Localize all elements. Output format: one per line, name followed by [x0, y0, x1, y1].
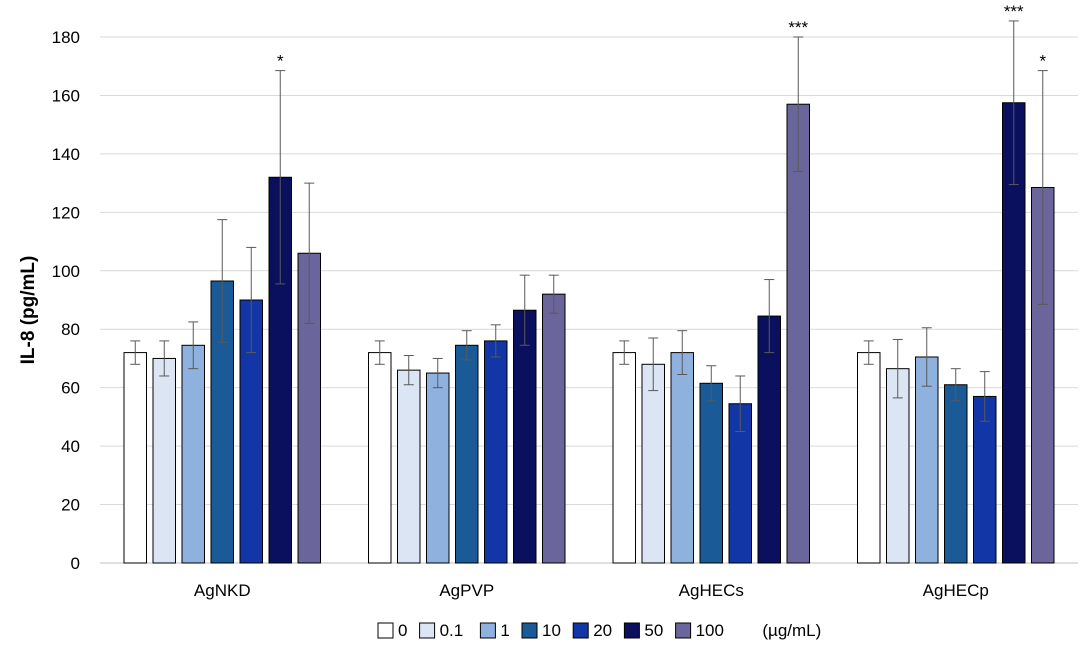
legend-label: 50 — [644, 621, 663, 640]
bar-agpvp-50 — [513, 309, 537, 564]
bar-agpvp-100 — [542, 293, 566, 564]
y-tick-label: 80 — [61, 320, 80, 339]
bar-aghecs-1 — [670, 352, 694, 564]
error-bars — [130, 20, 1048, 432]
legend-swatch-0.1 — [419, 622, 436, 639]
y-axis: 0 20 40 60 80 100 120 140 160 180 — [52, 28, 80, 573]
bars — [123, 102, 1055, 564]
legend-label: 10 — [542, 621, 561, 640]
bar-aghecp-1 — [915, 356, 939, 564]
bar-aghecs-50 — [757, 315, 781, 564]
x-axis-categories: AgNKD AgPVP AgHECs AgHECp — [194, 581, 989, 600]
y-tick-label: 20 — [61, 496, 80, 515]
legend-label: 0.1 — [440, 621, 464, 640]
bar-agpvp-0 — [368, 352, 392, 564]
legend-label: 0 — [398, 621, 407, 640]
legend-swatch-0 — [377, 622, 394, 639]
significance-marker: *** — [788, 18, 808, 37]
significance-marker: *** — [1004, 2, 1024, 21]
legend-swatch-10 — [521, 622, 538, 639]
legend-swatch-100 — [675, 622, 692, 639]
x-category-label: AgNKD — [194, 581, 251, 600]
x-category-label: AgHECs — [679, 581, 744, 600]
legend-label: 100 — [696, 621, 724, 640]
x-category-label: AgHECp — [923, 581, 989, 600]
legend-swatch-20 — [572, 622, 589, 639]
bar-agpvp-20 — [484, 340, 508, 564]
bar-agnkd-1 — [181, 344, 205, 564]
y-tick-label: 0 — [71, 554, 80, 573]
y-tick-label: 120 — [52, 203, 80, 222]
x-category-label: AgPVP — [439, 581, 494, 600]
bar-agpvp-10 — [455, 344, 479, 564]
y-tick-label: 180 — [52, 28, 80, 47]
bar-agpvp-1 — [426, 372, 450, 564]
bar-aghecs-0.1 — [641, 363, 665, 564]
bar-agnkd-0.1 — [152, 357, 176, 564]
y-tick-label: 160 — [52, 86, 80, 105]
y-tick-label: 60 — [61, 379, 80, 398]
y-tick-label: 40 — [61, 437, 80, 456]
y-tick-label: 140 — [52, 145, 80, 164]
legend-swatch-1 — [479, 622, 496, 639]
legend-unit: (µg/mL) — [762, 621, 821, 640]
significance-marker: * — [1039, 52, 1046, 71]
bar-aghecp-0 — [857, 352, 881, 564]
significance-markers: ******** — [277, 2, 1047, 71]
bar-aghecs-10 — [699, 382, 723, 564]
legend: 0 0.1 1 10 20 50 100 (µg/mL) — [377, 621, 821, 640]
bar-aghecp-10 — [944, 384, 968, 564]
legend-swatch-50 — [623, 622, 640, 639]
bar-aghecs-100 — [786, 103, 810, 564]
legend-label: 20 — [593, 621, 612, 640]
significance-marker: * — [277, 52, 284, 71]
legend-label: 1 — [500, 621, 509, 640]
bar-aghecs-0 — [612, 352, 636, 564]
y-tick-label: 100 — [52, 262, 80, 281]
bar-agpvp-0.1 — [397, 369, 421, 564]
bar-agnkd-0 — [123, 352, 147, 564]
y-axis-label: IL-8 (pg/mL) — [18, 256, 39, 365]
